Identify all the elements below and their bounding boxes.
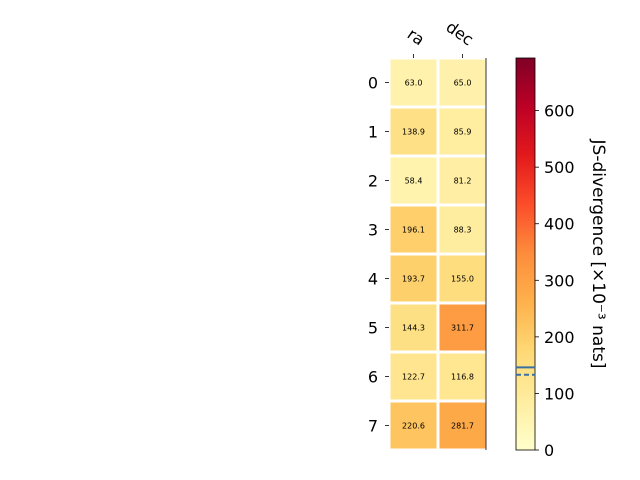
- row-tick-label: 4: [368, 270, 378, 289]
- row-tick-label: 1: [368, 123, 378, 142]
- colorbar-ticks: 0 100 200 300 400 500 600: [535, 102, 575, 460]
- colorbar-markers: [516, 366, 535, 376]
- colorbar-tick-label: 400: [544, 215, 575, 234]
- colorbar: [515, 57, 536, 451]
- heatmap-cells: [390, 59, 486, 449]
- heatmap-cell: [390, 108, 437, 155]
- heatmap-cell: [439, 206, 486, 253]
- heatmap-cell: [390, 353, 437, 400]
- heatmap-cell-label: 88.3: [454, 226, 472, 235]
- colorbar-tick-label: 100: [544, 384, 575, 403]
- heatmap-cell-label: 85.9: [454, 128, 472, 137]
- heatmap-cell-label: 116.8: [451, 373, 474, 382]
- heatmap-cell-label: 58.4: [405, 177, 423, 186]
- heatmap-cell: [390, 255, 437, 302]
- heatmap-cell-label: 63.0: [405, 79, 423, 88]
- heatmap-cell-label: 281.7: [451, 422, 474, 431]
- column-axis: ra dec: [404, 17, 477, 58]
- heatmap-cell: [439, 402, 486, 449]
- heatmap-cell: [390, 304, 437, 351]
- heatmap-cell-label: 196.1: [402, 226, 425, 235]
- heatmap-cell: [439, 353, 486, 400]
- colorbar-tick-label: 200: [544, 328, 575, 347]
- heatmap-cell: [439, 108, 486, 155]
- heatmap-cell-label: 144.3: [402, 324, 425, 333]
- row-tick-label: 0: [368, 74, 378, 93]
- heatmap-cell-label: 138.9: [402, 128, 425, 137]
- row-axis: 0 1 2 3 4 5 6 7: [368, 74, 389, 436]
- colorbar-tick-label: 500: [544, 158, 575, 177]
- colorbar-gradient: [515, 57, 536, 451]
- heatmap-cell-label: 193.7: [402, 275, 425, 284]
- heatmap-cell: [439, 255, 486, 302]
- heatmap-cell-label: 220.6: [402, 422, 425, 431]
- heatmap-cell: [390, 59, 437, 106]
- heatmap-cell-labels: 63.0 65.0 138.9 85.9 58.4 81.2 196.1 88.3 193.7 1…: [402, 79, 474, 431]
- heatmap-cell: [439, 157, 486, 204]
- heatmap-cell-label: 311.7: [451, 324, 474, 333]
- colorbar-label: JS-divergence [×10⁻³ nats]: [588, 139, 608, 369]
- row-tick-label: 2: [368, 172, 378, 191]
- colorbar-tick-label: 600: [544, 102, 575, 121]
- row-tick-label: 5: [368, 319, 378, 338]
- row-tick-label: 7: [368, 417, 378, 436]
- heatmap-cell-label: 81.2: [454, 177, 472, 186]
- row-tick-label: 3: [368, 221, 378, 240]
- colorbar-tick-label: 0: [544, 441, 554, 460]
- heatmap-cell-label: 65.0: [454, 79, 472, 88]
- heatmap-cell: [390, 402, 437, 449]
- heatmap-cell-label: 122.7: [402, 373, 425, 382]
- heatmap-cell: [390, 157, 437, 204]
- heatmap-cell: [439, 304, 486, 351]
- column-tick-label: dec: [443, 17, 477, 49]
- column-tick-label: ra: [404, 24, 428, 49]
- heatmap-cell: [390, 206, 437, 253]
- row-tick-label: 6: [368, 368, 378, 387]
- heatmap-cell-label: 155.0: [451, 275, 474, 284]
- heatmap-cell: [439, 59, 486, 106]
- colorbar-tick-label: 300: [544, 271, 575, 290]
